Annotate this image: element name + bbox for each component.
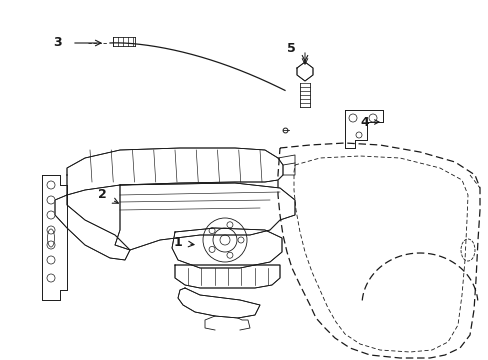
Circle shape: [203, 218, 246, 262]
Text: 2: 2: [98, 189, 106, 202]
Text: 5: 5: [286, 41, 295, 54]
Text: 1: 1: [173, 237, 182, 249]
Polygon shape: [178, 288, 260, 318]
Polygon shape: [296, 62, 312, 81]
Polygon shape: [172, 228, 282, 268]
Text: 4: 4: [360, 116, 368, 129]
Polygon shape: [115, 183, 294, 250]
Polygon shape: [345, 110, 382, 148]
Text: 3: 3: [53, 36, 61, 49]
Polygon shape: [67, 148, 283, 195]
Polygon shape: [175, 265, 280, 288]
Polygon shape: [55, 195, 130, 260]
Polygon shape: [42, 175, 67, 300]
